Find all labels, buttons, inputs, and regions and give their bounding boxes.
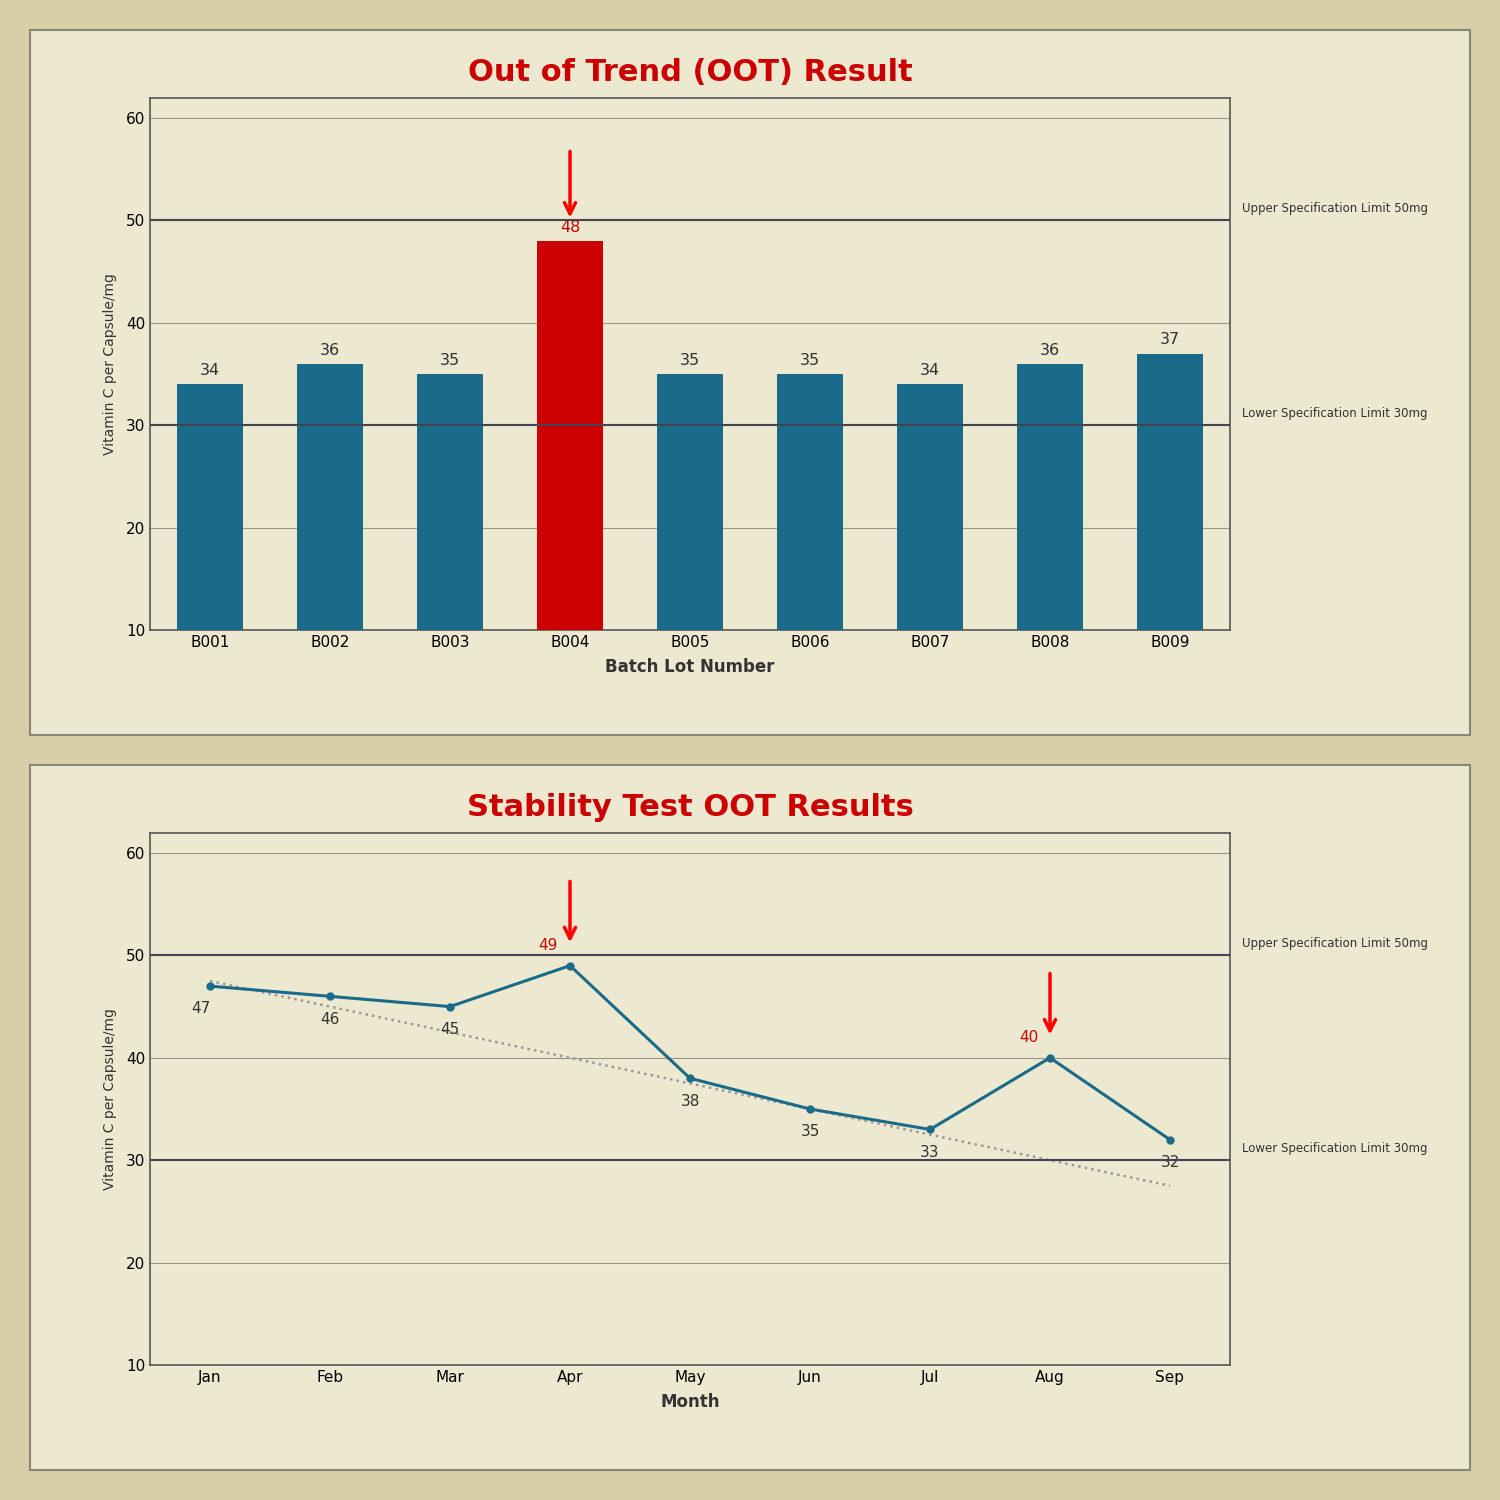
Bar [897, 384, 963, 630]
Text: 38: 38 [681, 1094, 699, 1108]
Text: 48: 48 [560, 219, 580, 234]
Text: 35: 35 [801, 1125, 819, 1140]
Bar [177, 384, 243, 630]
Title: Out of Trend (OOT) Result: Out of Trend (OOT) Result [468, 58, 912, 87]
Bar [297, 364, 363, 630]
Title: Stability Test OOT Results: Stability Test OOT Results [466, 794, 914, 822]
X-axis label: Month: Month [660, 1394, 720, 1411]
Text: 35: 35 [440, 352, 460, 368]
Text: 49: 49 [538, 939, 558, 954]
Y-axis label: Vitamin C per Capsule/mg: Vitamin C per Capsule/mg [104, 273, 117, 454]
Text: 40: 40 [1019, 1030, 1038, 1045]
Text: 36: 36 [320, 342, 340, 357]
Text: 33: 33 [920, 1144, 939, 1160]
Text: 37: 37 [1160, 333, 1180, 348]
Text: Upper Specification Limit 50mg: Upper Specification Limit 50mg [1242, 202, 1428, 216]
Bar [1017, 364, 1083, 630]
Text: 47: 47 [190, 1002, 210, 1017]
Text: Lower Specification Limit 30mg: Lower Specification Limit 30mg [1242, 406, 1428, 420]
Text: 36: 36 [1040, 342, 1060, 357]
Bar [1137, 354, 1203, 630]
Text: 46: 46 [321, 1011, 339, 1026]
Text: 34: 34 [200, 363, 220, 378]
Bar [537, 242, 603, 630]
Bar [657, 374, 723, 630]
Text: 35: 35 [680, 352, 700, 368]
Text: Lower Specification Limit 30mg: Lower Specification Limit 30mg [1242, 1142, 1428, 1155]
Y-axis label: Vitamin C per Capsule/mg: Vitamin C per Capsule/mg [104, 1008, 117, 1190]
X-axis label: Batch Lot Number: Batch Lot Number [604, 658, 774, 676]
Text: 32: 32 [1161, 1155, 1179, 1170]
Text: 34: 34 [920, 363, 940, 378]
Bar [777, 374, 843, 630]
Bar [417, 374, 483, 630]
Text: Upper Specification Limit 50mg: Upper Specification Limit 50mg [1242, 938, 1428, 951]
Text: 35: 35 [800, 352, 820, 368]
Text: 45: 45 [441, 1022, 459, 1036]
